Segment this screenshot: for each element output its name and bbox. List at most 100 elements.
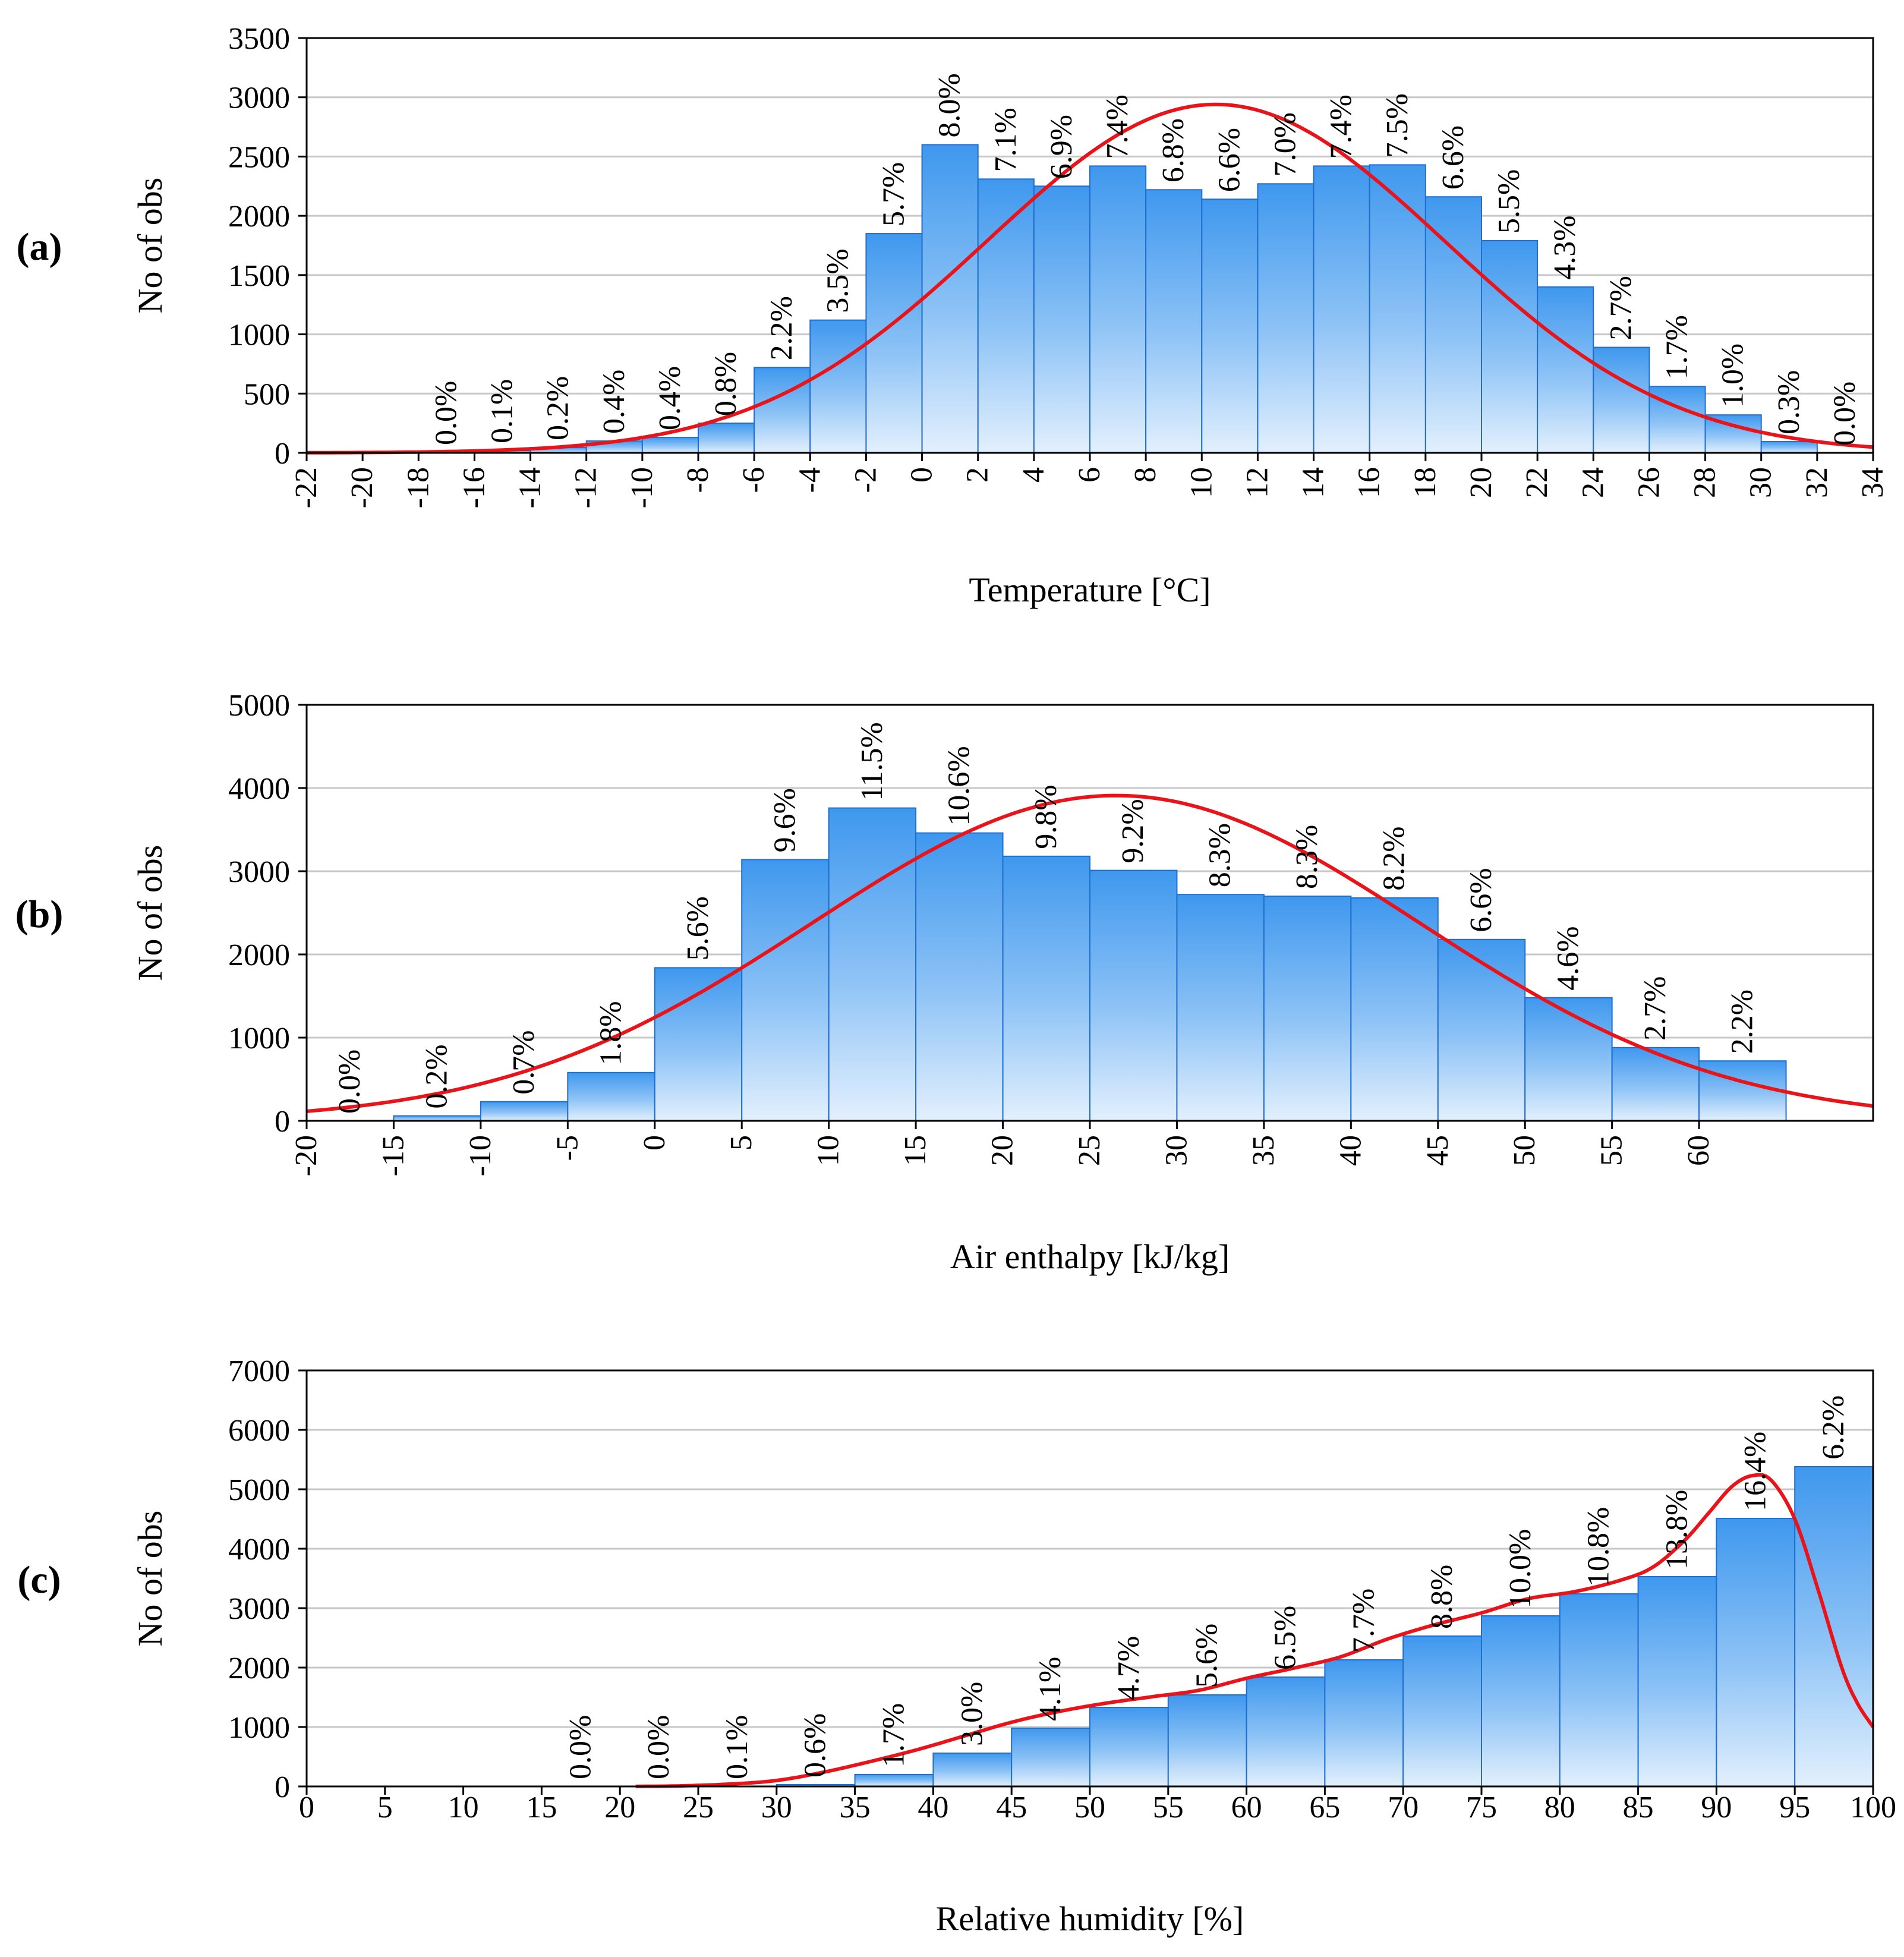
histogram-bar (1176, 894, 1265, 1121)
y-tick-label: 5000 (228, 1473, 290, 1507)
bar-percent-label: 0.1% (720, 1715, 754, 1779)
histogram-bar (1716, 1518, 1796, 1787)
bar-percent-label: 6.8% (1156, 118, 1190, 182)
bar-percent-label: 8.3% (1290, 825, 1324, 889)
x-tick-label: 20 (986, 1135, 1020, 1166)
chart-panel-c: 0.0% 0.0% 0.1% 0.6% 1.7% 3.0% 4.1% 4.7% 5.6% 6.5%… (17, 1354, 1896, 1938)
bar-labels-c: 0.0% 0.0% 0.1% 0.6% 1.7% 3.0% 4.1% 4.7% 5.6% 6.5%… (563, 1395, 1851, 1779)
x-tick-label: 10 (812, 1135, 846, 1166)
histogram-bar (1089, 1707, 1169, 1787)
bar-percent-label: 6.6% (1436, 125, 1470, 190)
histogram-bar (977, 178, 1035, 453)
bar-percent-label: 0.6% (799, 1713, 833, 1778)
chart-panel-b: 0.0% 0.2% 0.7% 1.8% 5.6% 9.6% 11.5% 10.6% 9.8% 9.… (15, 689, 1874, 1276)
bar-percent-label: 6.9% (1045, 115, 1079, 179)
y-ticks-b: 0 1000 2000 3000 4000 5000 (228, 689, 307, 1139)
bar-percent-label: 0.0% (642, 1715, 676, 1779)
bar-percent-label: 9.2% (1116, 799, 1150, 863)
x-tick-label: -20 (289, 1135, 323, 1176)
x-tick-label: 35 (840, 1791, 871, 1824)
fit-curve-c (635, 1473, 1875, 1788)
x-tick-label: 5 (724, 1135, 758, 1151)
histogram-bar (1437, 938, 1526, 1122)
histogram-bar (1350, 897, 1439, 1122)
x-tick-label: 75 (1466, 1791, 1497, 1824)
x-tick-label: 4 (1017, 467, 1051, 483)
x-tick-label: 20 (1464, 467, 1498, 498)
bar-percent-label: 6.6% (1464, 868, 1498, 932)
histogram-bar (1145, 189, 1203, 453)
histogram-bar (1246, 1676, 1326, 1787)
bar-percent-label: 4.7% (1112, 1636, 1146, 1700)
x-tick-label: 10 (448, 1791, 479, 1824)
y-tick-label: 2500 (228, 140, 290, 174)
histogram-bar (567, 1072, 655, 1122)
bar-percent-label: 9.8% (1029, 784, 1063, 849)
bar-percent-label: 1.7% (1660, 315, 1694, 379)
x-tick-label: 5 (377, 1791, 393, 1824)
x-tick-label: 15 (899, 1135, 932, 1166)
x-tick-label: 15 (526, 1791, 557, 1824)
panel-label-c: (c) (17, 1558, 61, 1602)
bar-percent-label: 11.5% (855, 722, 889, 801)
bars-a (418, 144, 1818, 454)
y-axis-label-b: No of obs (131, 845, 169, 981)
bar-percent-label: 0.0% (1828, 382, 1862, 446)
x-tick-label: 30 (1159, 1135, 1193, 1166)
histogram-bar (1760, 441, 1818, 453)
y-tick-label: 500 (244, 377, 290, 411)
histogram-bar (809, 319, 867, 454)
histogram-bar (641, 437, 699, 453)
x-tick-label: 60 (1231, 1791, 1262, 1824)
bars-b (393, 807, 1787, 1122)
histogram-bar (1011, 1728, 1090, 1787)
histogram-bar (915, 832, 1004, 1121)
x-tick-label: 55 (1153, 1791, 1184, 1824)
y-tick-label: 1500 (228, 259, 290, 293)
bar-percent-label: 4.1% (1033, 1657, 1067, 1721)
bar-percent-label: 7.1% (989, 108, 1023, 172)
bar-percent-label: 7.4% (1325, 94, 1358, 159)
bar-percent-label: 3.5% (821, 248, 855, 313)
y-tick-label: 0 (275, 1770, 290, 1804)
bar-percent-label: 0.3% (1772, 370, 1806, 434)
bar-percent-label: 7.7% (1347, 1589, 1380, 1653)
bar-percent-label: 0.0% (429, 381, 463, 445)
histogram-bar (1481, 1615, 1561, 1787)
bar-percent-label: 1.8% (594, 1001, 628, 1065)
y-tick-label: 5000 (228, 689, 290, 723)
bar-percent-label: 6.5% (1269, 1606, 1303, 1670)
x-ticks-a: -22 -20 -18 -16 -14 -12 -10 -8 -6 -4 -2 0 2 4 6 8 10 12 14… (289, 453, 1890, 508)
bar-percent-label: 0.2% (420, 1044, 454, 1108)
bar-percent-label: 10.8% (1582, 1507, 1616, 1587)
histogram-bar (1263, 896, 1352, 1121)
histogram-bar (828, 807, 917, 1121)
fit-curve-b (306, 793, 1874, 1113)
bar-percent-label: 1.7% (877, 1703, 911, 1767)
histogram-bar (1201, 198, 1259, 453)
histogram-bar (1611, 1047, 1700, 1122)
bar-percent-label: 3.0% (955, 1682, 989, 1746)
bar-percent-label: 0.4% (597, 370, 631, 434)
y-tick-label: 3000 (228, 81, 290, 115)
x-tick-label: -18 (401, 467, 435, 508)
histogram-bar (698, 423, 755, 454)
y-axis-label-c: No of obs (131, 1511, 169, 1647)
x-tick-label: 0 (299, 1791, 314, 1824)
x-tick-label: 12 (1240, 467, 1274, 498)
x-tick-label: 50 (1074, 1791, 1105, 1824)
histogram-bar (1167, 1694, 1247, 1787)
x-tick-label: 85 (1623, 1791, 1654, 1824)
y-tick-label: 0 (275, 1105, 290, 1139)
x-tick-label: 60 (1682, 1135, 1716, 1166)
x-tick-label: 25 (683, 1791, 714, 1824)
bar-percent-label: 2.2% (765, 296, 799, 360)
x-tick-label: -6 (737, 467, 771, 493)
histogram-bar (654, 967, 743, 1122)
bar-percent-label: 0.2% (541, 376, 575, 440)
bar-percent-label: 0.4% (653, 366, 687, 430)
histogram-bar (1257, 183, 1314, 453)
y-tick-label: 3000 (228, 1592, 290, 1626)
